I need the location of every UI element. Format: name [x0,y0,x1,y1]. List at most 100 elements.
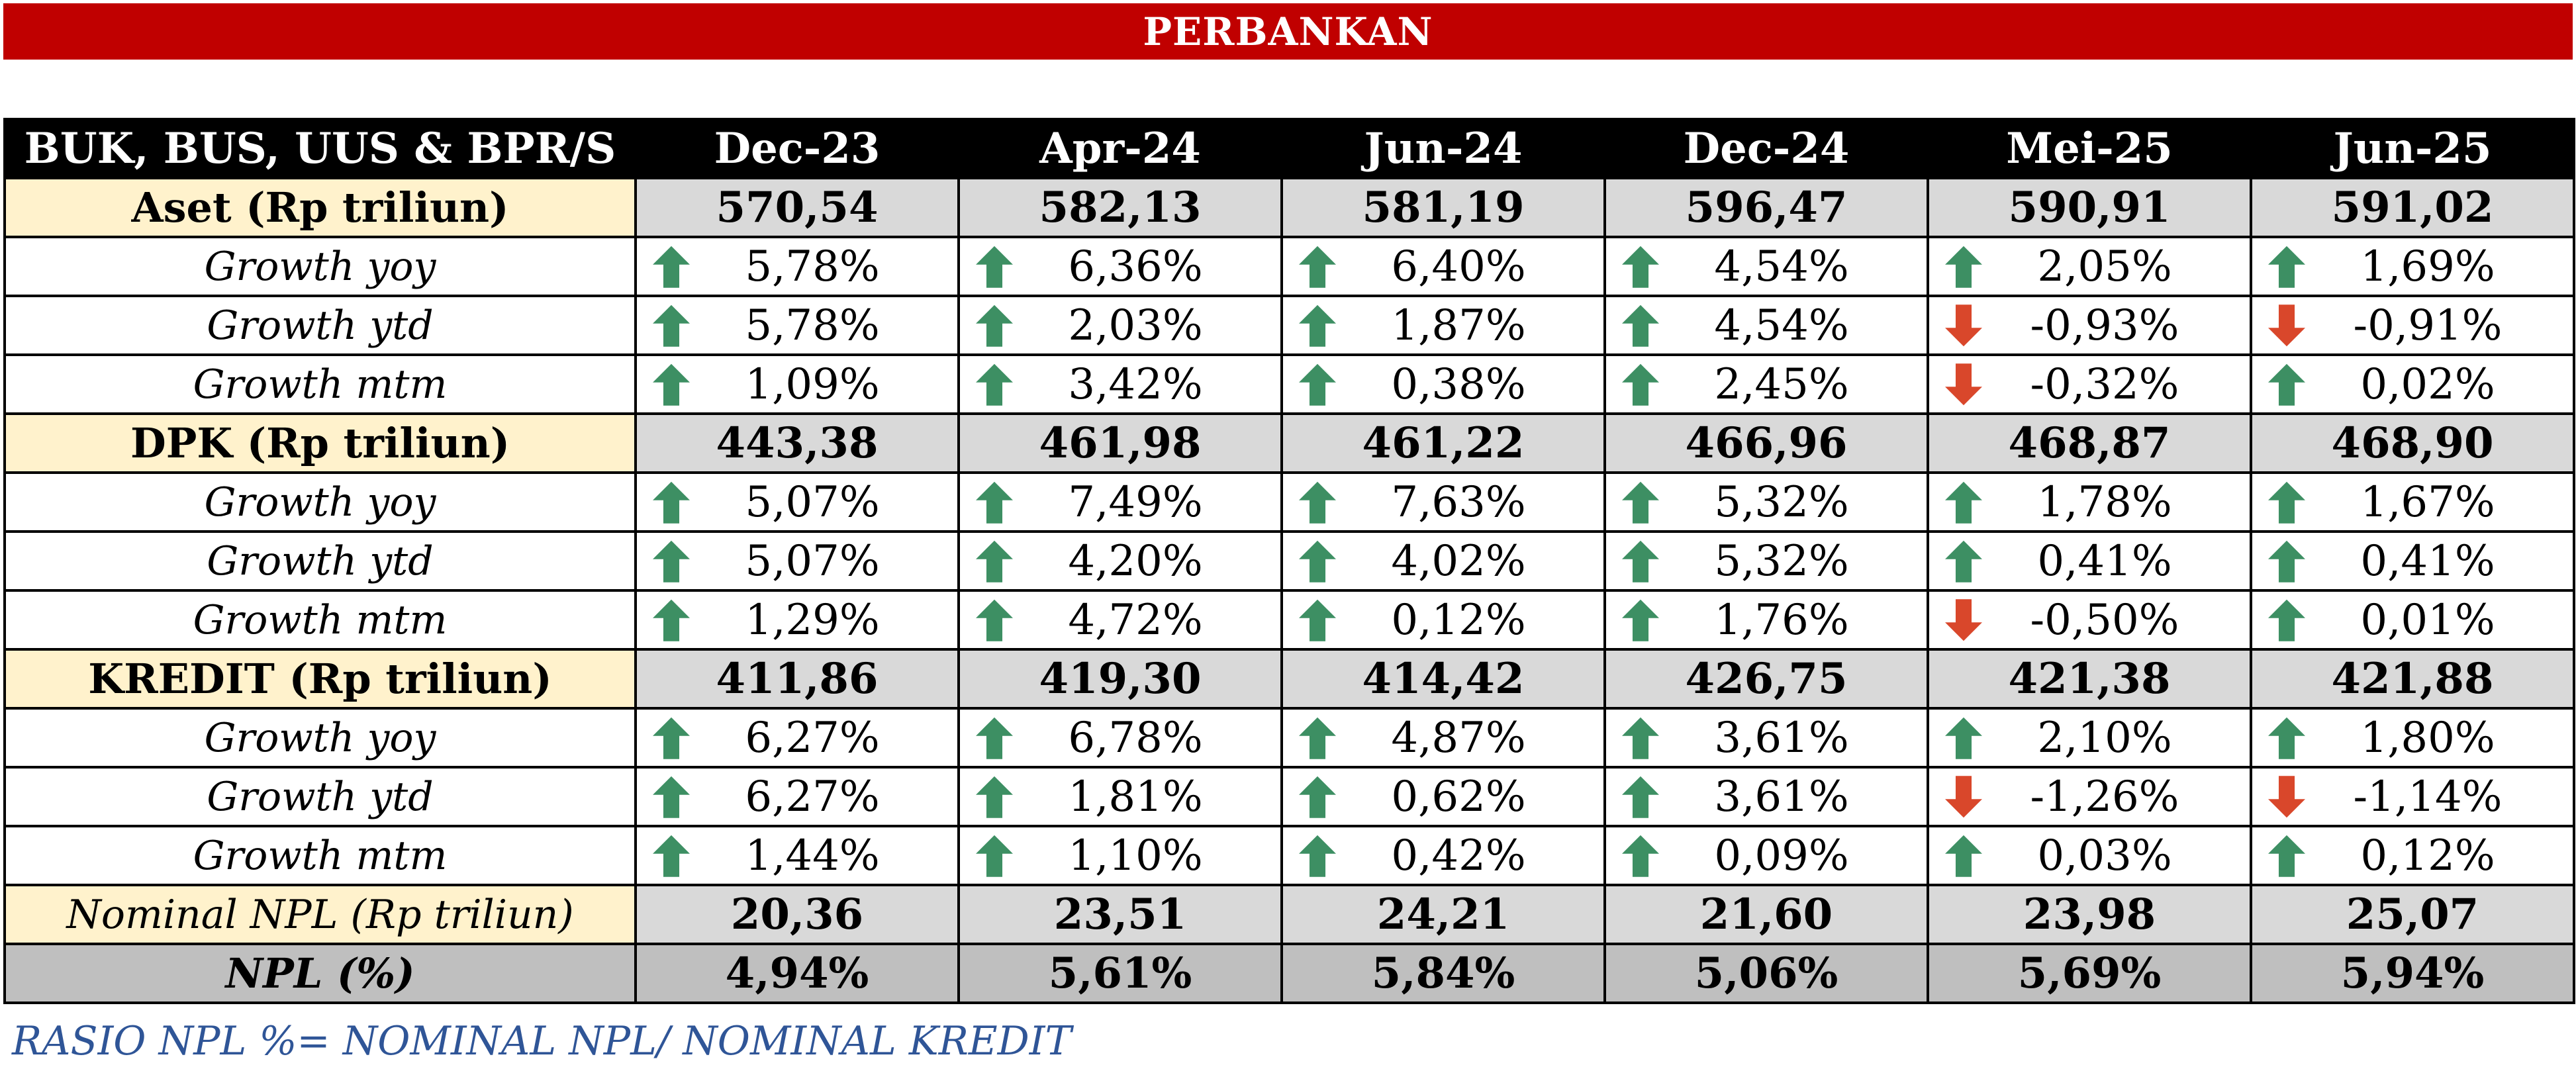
row-label: Growth mtm [3,353,637,415]
arrow-up-icon [1618,597,1663,643]
arrow-up-icon [649,538,694,584]
row-label: Growth ytd [3,530,637,592]
arrow-up-icon [972,715,1017,761]
value-cell: 590,91 [1927,177,2252,238]
value-cell: 596,47 [1603,177,1929,238]
value-cell: 466,96 [1603,412,1929,474]
arrow-up-icon [1618,833,1663,879]
value-cell: 23,51 [957,884,1283,945]
arrow-up-icon [649,479,694,526]
growth-cell: 1,67% [2250,471,2575,533]
header-category: BUK, BUS, UUS & BPR/S [3,118,637,179]
growth-value: 4,72% [1068,595,1203,645]
arrow-up-icon [1295,597,1340,643]
growth-cell: 1,78% [1927,471,2252,533]
arrow-up-icon [2264,715,2309,761]
growth-cell: -0,50% [1927,589,2252,651]
value-cell: 419,30 [957,648,1283,710]
growth-value: 6,36% [1068,242,1203,291]
growth-value: 0,12% [2360,831,2495,880]
value-cell: 5,94% [2250,943,2575,1004]
header-period: Jun-24 [1280,118,1606,179]
value-cell: 426,75 [1603,648,1929,710]
growth-value: 5,07% [745,536,880,586]
arrow-down-icon [2264,303,2309,349]
arrow-up-icon [1618,538,1663,584]
growth-value: 6,27% [745,713,880,763]
growth-cell: 6,78% [957,707,1283,768]
table-row: NPL (%) 4,94% 5,61% 5,84% 5,06% 5,69% 5,94% [3,943,2575,1004]
growth-value: 1,81% [1068,772,1203,821]
growth-cell: 0,12% [2250,825,2575,886]
arrow-up-icon [2264,244,2309,290]
row-label: Growth yoy [3,707,637,768]
arrow-down-icon [1941,774,1986,820]
arrow-up-icon [1618,303,1663,349]
arrow-up-icon [972,479,1017,526]
growth-cell: 1,10% [957,825,1283,886]
arrow-up-icon [1295,774,1340,820]
value-cell: 461,22 [1280,412,1606,474]
table-row: Growth ytd 6,27% 1,81% 0,62% 3,61% -1,26% -1,1… [3,766,2575,827]
arrow-up-icon [1295,833,1340,879]
growth-value: 0,42% [1391,831,1526,880]
value-cell: 5,06% [1603,943,1929,1004]
growth-value: 0,41% [2037,536,2172,586]
growth-cell: 0,09% [1603,825,1929,886]
row-label: NPL (%) [3,943,637,1004]
arrow-down-icon [1941,361,1986,408]
footer-note: RASIO NPL %= NOMINAL NPL/ NOMINAL KREDIT [12,1018,1072,1064]
value-cell: 421,88 [2250,648,2575,710]
arrow-up-icon [649,303,694,349]
row-label: Growth mtm [3,825,637,886]
growth-value: 0,03% [2037,831,2172,880]
growth-value: 4,87% [1391,713,1526,763]
growth-value: 3,61% [1714,772,1849,821]
value-cell: 5,69% [1927,943,2252,1004]
table-row: KREDIT (Rp triliun) 411,86 419,30 414,42 426… [3,648,2575,710]
table-row: Nominal NPL (Rp triliun) 20,36 23,51 24,21 2… [3,884,2575,945]
growth-value: 0,62% [1391,772,1526,821]
growth-value: 1,29% [745,595,880,645]
growth-value: 4,54% [1714,301,1849,350]
growth-cell: 2,10% [1927,707,2252,768]
growth-cell: 6,27% [634,766,960,827]
growth-cell: 0,41% [1927,530,2252,592]
arrow-up-icon [1941,715,1986,761]
value-cell: 468,90 [2250,412,2575,474]
header-period: Mei-25 [1927,118,2252,179]
arrow-up-icon [2264,361,2309,408]
growth-value: 1,80% [2360,713,2495,763]
arrow-up-icon [972,303,1017,349]
growth-cell: 4,72% [957,589,1283,651]
growth-cell: 0,42% [1280,825,1606,886]
value-cell: 421,38 [1927,648,2252,710]
value-cell: 443,38 [634,412,960,474]
table-row: Growth mtm 1,09% 3,42% 0,38% 2,45% -0,32% 0,02… [3,353,2575,415]
growth-value: 1,69% [2360,242,2495,291]
arrow-up-icon [972,833,1017,879]
growth-value: 0,41% [2360,536,2495,586]
growth-value: 1,67% [2360,477,2495,527]
growth-value: -1,26% [2030,772,2179,821]
growth-value: 1,44% [745,831,880,880]
growth-value: -0,32% [2030,359,2179,409]
growth-value: 7,63% [1391,477,1526,527]
growth-value: 5,32% [1714,477,1849,527]
table-row: Growth ytd 5,78% 2,03% 1,87% 4,54% -0,93% -0,9… [3,295,2575,356]
growth-value: 0,38% [1391,359,1526,409]
growth-cell: 0,38% [1280,353,1606,415]
arrow-down-icon [1941,597,1986,643]
arrow-up-icon [2264,538,2309,584]
value-cell: 461,98 [957,412,1283,474]
arrow-up-icon [649,361,694,408]
growth-value: 1,78% [2037,477,2172,527]
arrow-up-icon [972,774,1017,820]
growth-value: 4,54% [1714,242,1849,291]
growth-cell: 3,61% [1603,766,1929,827]
growth-cell: 4,54% [1603,236,1929,297]
arrow-up-icon [649,774,694,820]
header-period: Jun-25 [2250,118,2575,179]
growth-value: 2,45% [1714,359,1849,409]
arrow-up-icon [1618,244,1663,290]
